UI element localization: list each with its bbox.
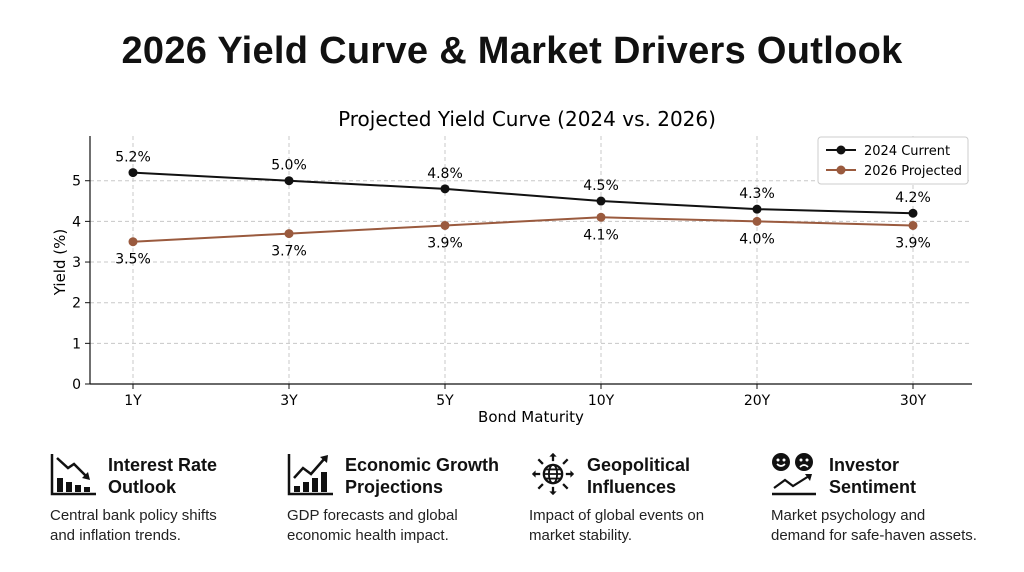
y-tick-label: 1 — [72, 336, 81, 352]
chart-title: Projected Yield Curve (2024 vs. 2026) — [338, 107, 716, 131]
x-axis-label: Bond Maturity — [478, 408, 584, 426]
series-line-1 — [132, 216, 914, 243]
driver-description: GDP forecasts and global economic health … — [287, 507, 458, 544]
data-label: 4.2% — [895, 190, 931, 206]
legend-label-2024: 2024 Current — [864, 144, 950, 159]
data-point — [752, 204, 762, 214]
data-point — [284, 229, 294, 239]
data-point — [440, 184, 450, 194]
globe-arrows-icon — [531, 452, 575, 496]
y-axis-label: Yield (%) — [51, 229, 69, 296]
legend-marker-2026 — [836, 165, 846, 175]
data-point — [128, 237, 138, 247]
x-tick-label: 1Y — [124, 393, 142, 409]
x-tick-label: 10Y — [588, 393, 615, 409]
y-tick-label: 5 — [72, 174, 81, 190]
data-label: 4.0% — [739, 231, 775, 247]
growth-bar-chart-icon — [287, 454, 333, 496]
data-point — [596, 212, 606, 222]
x-tick-label: 3Y — [280, 393, 298, 409]
driver-description: Central bank policy shifts and inflation … — [50, 507, 217, 544]
y-tick-label: 3 — [72, 255, 81, 271]
axes: 0 1 2 3 4 5 1Y 3Y 5Y 10Y 20Y 30Y — [72, 136, 972, 409]
yield-curve-chart: Projected Yield Curve (2024 vs. 2026) 0 1… — [51, 107, 972, 426]
driver-description: Impact of global events on market stabili… — [529, 507, 705, 544]
legend-label-2026: 2026 Projected — [864, 164, 962, 179]
legend-marker-2024 — [836, 145, 846, 155]
y-tick-label: 4 — [72, 214, 81, 230]
data-point — [128, 168, 138, 178]
driver-description: Market psychology and demand for safe-hav… — [771, 507, 977, 544]
main-title: 2026 Yield Curve & Market Drivers Outloo… — [121, 30, 903, 72]
data-point — [908, 208, 918, 218]
x-tick-label: 5Y — [436, 393, 454, 409]
data-label: 5.0% — [271, 158, 307, 174]
data-label: 4.1% — [583, 227, 619, 243]
series-line-0 — [132, 171, 914, 215]
x-tick-label: 20Y — [744, 393, 771, 409]
declining-bar-chart-icon — [50, 454, 96, 496]
data-label: 3.5% — [115, 252, 151, 268]
driver-title: Geopolitical Influences — [587, 455, 691, 497]
data-label: 3.7% — [271, 244, 307, 260]
driver-title: Investor Sentiment — [829, 455, 917, 497]
driver-title: Economic Growth Projections — [345, 455, 500, 497]
series-layer: 5.2% 5.0% 4.8% 4.5% 4.3% 4.2% 3.5% 3.7% 3.9% 4.1%… — [115, 150, 931, 268]
data-point — [440, 220, 450, 230]
happy-sad-faces-trend-icon — [772, 453, 816, 496]
data-label: 5.2% — [115, 150, 151, 166]
y-tick-label: 2 — [72, 296, 81, 312]
data-point — [752, 216, 762, 226]
data-label: 4.3% — [739, 186, 775, 202]
data-point — [596, 196, 606, 206]
data-point — [908, 220, 918, 230]
data-label: 4.8% — [427, 166, 463, 182]
y-tick-label: 0 — [72, 377, 81, 393]
legend: 2024 Current 2026 Projected — [817, 136, 969, 185]
x-tick-label: 30Y — [900, 393, 927, 409]
data-label: 3.9% — [895, 235, 931, 251]
data-label: 4.5% — [583, 178, 619, 194]
data-point — [284, 176, 294, 186]
driver-title: Interest Rate Outlook — [108, 455, 218, 497]
data-label: 3.9% — [427, 235, 463, 251]
